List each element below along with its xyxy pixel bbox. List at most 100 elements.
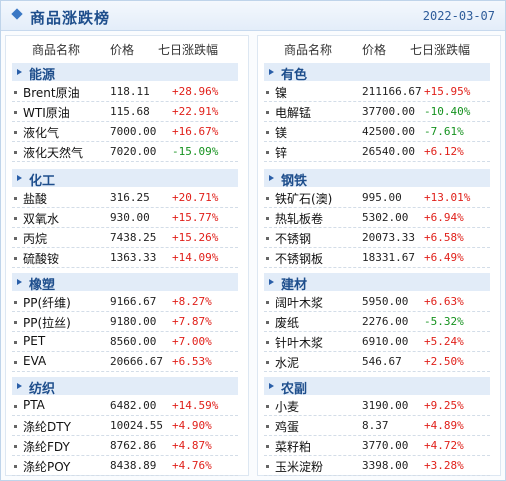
commodity-row[interactable]: 小麦 3190.00 +9.25%	[264, 396, 490, 416]
commodity-row[interactable]: WTI原油 115.68 +22.91%	[12, 102, 238, 122]
commodity-row[interactable]: Brent原油 118.11 +28.96%	[12, 82, 238, 102]
commodity-row[interactable]: 水泥 546.67 +2.50%	[264, 352, 490, 372]
commodity-name[interactable]: 镍	[275, 86, 288, 100]
commodity-name[interactable]: 针叶木浆	[275, 336, 324, 350]
bullet-icon	[14, 341, 17, 344]
commodity-name[interactable]: PP(纤维)	[23, 296, 71, 310]
commodity-row[interactable]: 玉米淀粉 3398.00 +3.28%	[264, 456, 490, 476]
bullet-icon	[14, 131, 17, 134]
commodity-change: +4.72%	[424, 439, 464, 452]
bullet-icon	[266, 341, 269, 344]
commodity-price: 20666.67	[110, 355, 163, 368]
commodity-price: 7020.00	[110, 145, 157, 158]
commodity-name[interactable]: 液化天然气	[23, 146, 84, 160]
commodity-row[interactable]: 废纸 2276.00 -5.32%	[264, 312, 490, 332]
commodity-name[interactable]: 小麦	[275, 400, 300, 414]
commodity-name[interactable]: 涤纶FDY	[23, 440, 70, 454]
commodity-change: +28.96%	[172, 85, 219, 98]
commodity-row[interactable]: 针叶木浆 6910.00 +5.24%	[264, 332, 490, 352]
commodity-change: +15.77%	[172, 211, 219, 224]
commodity-name[interactable]: 阔叶木浆	[275, 296, 324, 310]
commodity-name[interactable]: 鸡蛋	[275, 420, 300, 434]
commodity-name[interactable]: PP(拉丝)	[23, 316, 71, 330]
commodity-name[interactable]: 镁	[275, 126, 288, 140]
commodity-row[interactable]: 双氧水 930.00 +15.77%	[12, 208, 238, 228]
bullet-icon	[14, 217, 17, 220]
commodity-name[interactable]: 硫酸铵	[23, 252, 60, 266]
commodity-row[interactable]: 涤纶DTY 10024.55 +4.90%	[12, 416, 238, 436]
commodity-row[interactable]: 丙烷 7438.25 +15.26%	[12, 228, 238, 248]
commodity-name[interactable]: 锌	[275, 146, 288, 160]
commodity-row[interactable]: EVA 20666.67 +6.53%	[12, 352, 238, 372]
commodity-name[interactable]: 水泥	[275, 356, 300, 370]
commodity-name[interactable]: 盐酸	[23, 192, 48, 206]
commodity-row[interactable]: 阔叶木浆 5950.00 +6.63%	[264, 292, 490, 312]
commodity-name[interactable]: 涤纶DTY	[23, 420, 71, 434]
commodity-change: -15.09%	[172, 145, 219, 158]
commodity-name[interactable]: 玉米淀粉	[275, 460, 324, 474]
commodity-row[interactable]: 盐酸 316.25 +20.71%	[12, 188, 238, 208]
commodity-row[interactable]: PET 8560.00 +7.00%	[12, 332, 238, 352]
commodity-row[interactable]: 涤纶FDY 8762.86 +4.87%	[12, 436, 238, 456]
commodity-price: 10024.55	[110, 419, 163, 432]
arrow-right-icon	[269, 175, 274, 181]
commodity-name[interactable]: PTA	[23, 398, 45, 412]
commodity-name[interactable]: EVA	[23, 354, 47, 368]
commodity-row[interactable]: 铁矿石(澳) 995.00 +13.01%	[264, 188, 490, 208]
commodity-name[interactable]: 不锈钢	[275, 232, 312, 246]
category-header: 有色	[264, 63, 490, 83]
commodity-name[interactable]: 热轧板卷	[275, 212, 324, 226]
commodity-name[interactable]: 铁矿石(澳)	[275, 192, 333, 206]
commodity-price: 6910.00	[362, 335, 409, 348]
commodity-name[interactable]: 双氧水	[23, 212, 60, 226]
commodity-price: 118.11	[110, 85, 150, 98]
commodity-name[interactable]: Brent原油	[23, 86, 80, 100]
commodity-row[interactable]: 硫酸铵 1363.33 +14.09%	[12, 248, 238, 268]
commodity-change: +22.91%	[172, 105, 219, 118]
commodity-row[interactable]: 不锈钢板 18331.67 +6.49%	[264, 248, 490, 268]
commodity-name[interactable]: 菜籽粕	[275, 440, 312, 454]
bullet-icon	[266, 237, 269, 240]
commodity-row[interactable]: PP(纤维) 9166.67 +8.27%	[12, 292, 238, 312]
commodity-name[interactable]: 废纸	[275, 316, 300, 330]
commodity-price: 18331.67	[362, 251, 415, 264]
widget-title: 商品涨跌榜	[30, 9, 111, 27]
col-header-change: 七日涨跌幅	[410, 43, 471, 57]
commodity-change: +9.25%	[424, 399, 464, 412]
category-header: 化工	[12, 169, 238, 189]
commodity-row[interactable]: 菜籽粕 3770.00 +4.72%	[264, 436, 490, 456]
col-header-change: 七日涨跌幅	[158, 43, 219, 57]
commodity-price: 3398.00	[362, 459, 409, 472]
commodity-row[interactable]: 鸡蛋 8.37 +4.89%	[264, 416, 490, 436]
commodity-change: -7.61%	[424, 125, 464, 138]
commodity-name[interactable]: PET	[23, 334, 46, 348]
commodity-row[interactable]: 电解锰 37700.00 -10.40%	[264, 102, 490, 122]
commodity-name[interactable]: 电解锰	[275, 106, 312, 120]
bullet-icon	[14, 465, 17, 468]
commodity-row[interactable]: PP(拉丝) 9180.00 +7.87%	[12, 312, 238, 332]
commodity-row[interactable]: 锌 26540.00 +6.12%	[264, 142, 490, 162]
bullet-icon	[266, 151, 269, 154]
commodity-change: +6.53%	[172, 355, 212, 368]
commodity-change: +13.01%	[424, 191, 471, 204]
commodity-row[interactable]: 镍 211166.67 +15.95%	[264, 82, 490, 102]
commodity-row[interactable]: 液化天然气 7020.00 -15.09%	[12, 142, 238, 162]
commodity-name[interactable]: 涤纶POY	[23, 460, 71, 474]
arrow-right-icon	[17, 279, 22, 285]
commodity-price: 9166.67	[110, 295, 157, 308]
commodity-row[interactable]: 液化气 7000.00 +16.67%	[12, 122, 238, 142]
commodity-name[interactable]: 不锈钢板	[275, 252, 324, 266]
commodity-name[interactable]: WTI原油	[23, 106, 70, 120]
commodity-name[interactable]: 液化气	[23, 126, 60, 140]
commodity-row[interactable]: 不锈钢 20073.33 +6.58%	[264, 228, 490, 248]
commodity-row[interactable]: 涤纶POY 8438.89 +4.76%	[12, 456, 238, 476]
commodity-change: +7.87%	[172, 315, 212, 328]
commodity-price: 5302.00	[362, 211, 409, 224]
commodity-row[interactable]: PTA 6482.00 +14.59%	[12, 396, 238, 416]
bullet-icon	[266, 111, 269, 114]
commodity-name[interactable]: 丙烷	[23, 232, 48, 246]
commodity-row[interactable]: 热轧板卷 5302.00 +6.94%	[264, 208, 490, 228]
commodity-change: +6.63%	[424, 295, 464, 308]
commodity-row[interactable]: 镁 42500.00 -7.61%	[264, 122, 490, 142]
